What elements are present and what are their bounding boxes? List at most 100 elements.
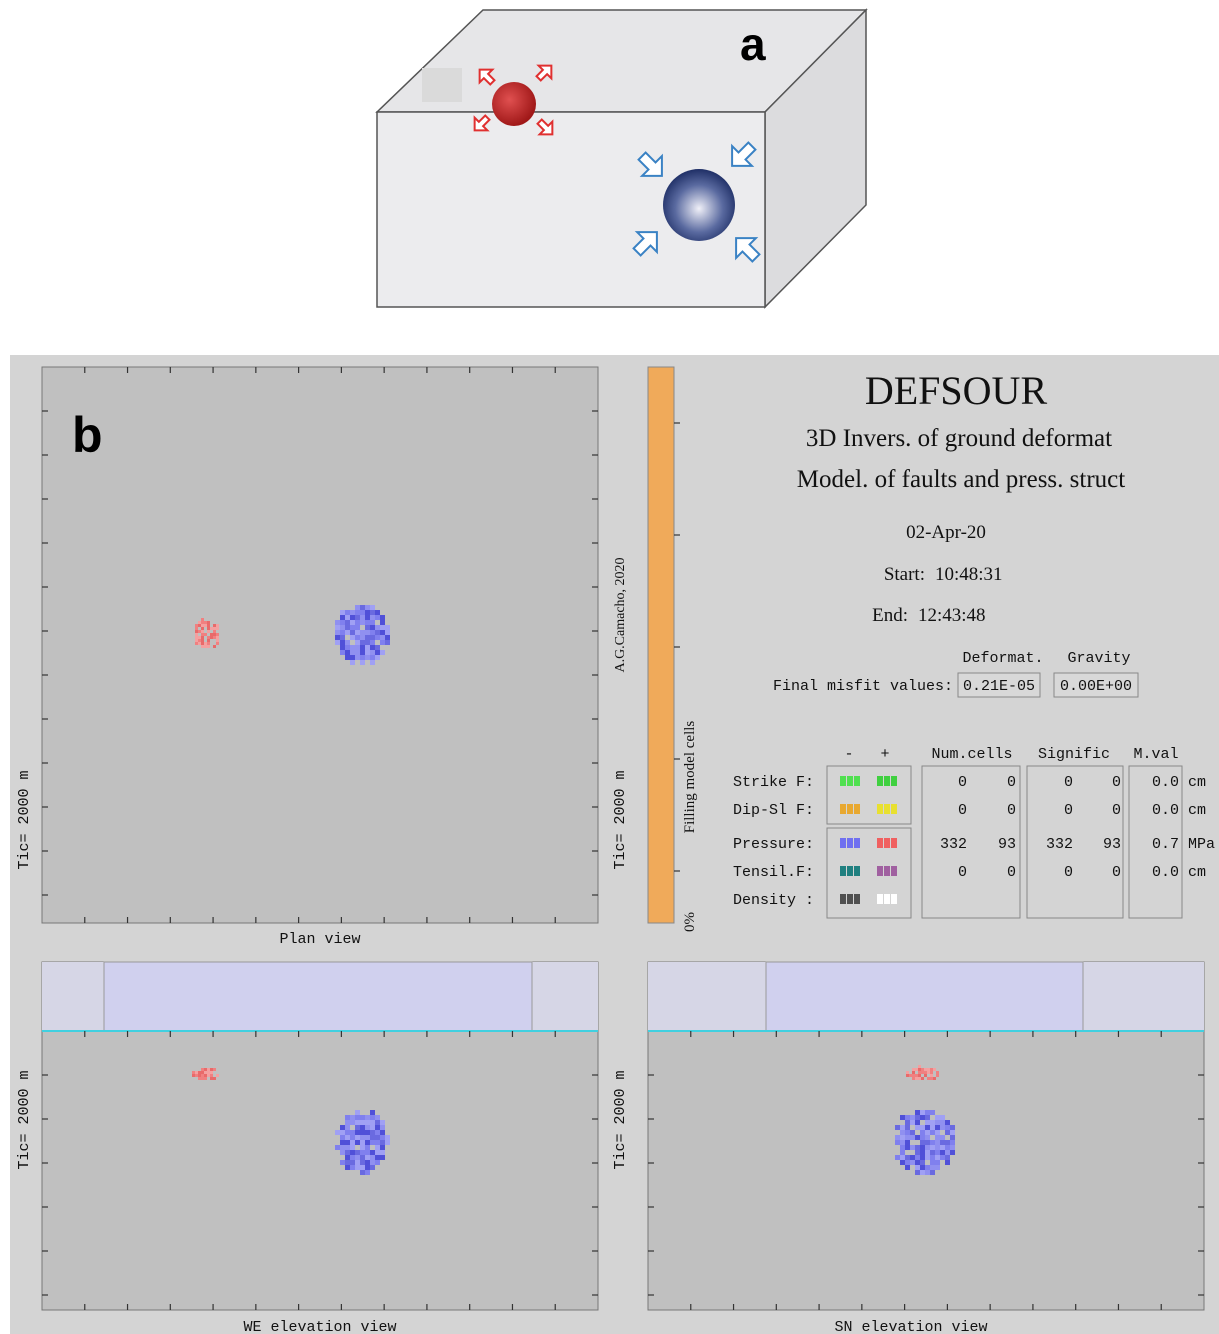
cell bbox=[365, 640, 370, 645]
cell bbox=[192, 1071, 195, 1074]
cell bbox=[345, 1125, 350, 1130]
cell bbox=[920, 1125, 925, 1130]
cell bbox=[198, 636, 201, 639]
cell bbox=[380, 630, 385, 635]
cell bbox=[370, 650, 375, 655]
cell bbox=[210, 633, 213, 636]
cell bbox=[340, 1145, 345, 1150]
cell bbox=[925, 1150, 930, 1155]
cell bbox=[370, 660, 375, 665]
cell bbox=[207, 639, 210, 642]
cell bbox=[345, 1115, 350, 1120]
cell bbox=[905, 1125, 910, 1130]
cell bbox=[375, 615, 380, 620]
cell bbox=[195, 639, 198, 642]
cell bbox=[355, 1130, 360, 1135]
misfit-label: Final misfit values: bbox=[773, 678, 953, 695]
row-label: Tensil.F: bbox=[733, 864, 814, 881]
cell bbox=[935, 1135, 940, 1140]
cell bbox=[204, 633, 207, 636]
cell bbox=[370, 645, 375, 650]
cell bbox=[198, 1077, 201, 1080]
cell bbox=[945, 1130, 950, 1135]
cell bbox=[910, 1115, 915, 1120]
cell bbox=[375, 1115, 380, 1120]
cell bbox=[350, 635, 355, 640]
cell bbox=[340, 1150, 345, 1155]
cell bbox=[360, 1150, 365, 1155]
swatch bbox=[884, 804, 890, 814]
cell bbox=[918, 1065, 921, 1068]
cell bbox=[360, 655, 365, 660]
cell bbox=[365, 620, 370, 625]
cell bbox=[355, 1165, 360, 1170]
cell bbox=[210, 636, 213, 639]
cell bbox=[915, 1068, 918, 1071]
cell bbox=[950, 1140, 955, 1145]
cell bbox=[201, 639, 204, 642]
signific: 93 bbox=[1103, 836, 1121, 853]
cell bbox=[370, 620, 375, 625]
cell bbox=[925, 1125, 930, 1130]
cell bbox=[920, 1160, 925, 1165]
source-cells bbox=[192, 605, 955, 1175]
cell bbox=[920, 1150, 925, 1155]
cell bbox=[360, 1170, 365, 1175]
cell bbox=[195, 636, 198, 639]
column-header: - bbox=[844, 746, 853, 763]
sn-topo-band bbox=[765, 961, 1084, 1032]
cell bbox=[350, 1120, 355, 1125]
cell bbox=[900, 1125, 905, 1130]
cell bbox=[895, 1125, 900, 1130]
cell bbox=[895, 1155, 900, 1160]
cell bbox=[350, 645, 355, 650]
cell bbox=[940, 1115, 945, 1120]
swatch bbox=[854, 866, 860, 876]
cell bbox=[365, 1160, 370, 1165]
cell bbox=[355, 615, 360, 620]
cell bbox=[930, 1145, 935, 1150]
cell bbox=[210, 1071, 213, 1074]
panel-label: b bbox=[72, 407, 103, 463]
cell bbox=[340, 620, 345, 625]
cell bbox=[365, 630, 370, 635]
cell bbox=[210, 1077, 213, 1080]
cell bbox=[350, 1130, 355, 1135]
cell bbox=[360, 1115, 365, 1120]
cell bbox=[950, 1135, 955, 1140]
cell bbox=[370, 1120, 375, 1125]
cell bbox=[201, 1068, 204, 1071]
cell bbox=[375, 1125, 380, 1130]
cell bbox=[365, 650, 370, 655]
cell bbox=[213, 645, 216, 648]
cell bbox=[905, 1130, 910, 1135]
cell bbox=[355, 1155, 360, 1160]
cell bbox=[924, 1074, 927, 1077]
cell bbox=[936, 1071, 939, 1074]
signific: 0 bbox=[1064, 864, 1073, 881]
cell bbox=[365, 1125, 370, 1130]
cell bbox=[905, 1115, 910, 1120]
cell bbox=[201, 618, 204, 621]
cell bbox=[198, 1071, 201, 1074]
swatch bbox=[891, 776, 897, 786]
cell bbox=[210, 627, 213, 630]
cell bbox=[335, 640, 340, 645]
cell bbox=[340, 625, 345, 630]
cell bbox=[360, 1140, 365, 1145]
cell bbox=[195, 624, 198, 627]
cell bbox=[933, 1077, 936, 1080]
cell bbox=[936, 1074, 939, 1077]
cell bbox=[370, 1140, 375, 1145]
cell bbox=[375, 1160, 380, 1165]
signific: 0 bbox=[1064, 802, 1073, 819]
cell bbox=[355, 645, 360, 650]
cell bbox=[350, 610, 355, 615]
view-label: SN elevation view bbox=[834, 1319, 987, 1334]
cell bbox=[213, 627, 216, 630]
cell bbox=[365, 1150, 370, 1155]
cell bbox=[350, 660, 355, 665]
cell bbox=[355, 1135, 360, 1140]
cell bbox=[375, 1140, 380, 1145]
cell bbox=[918, 1068, 921, 1071]
